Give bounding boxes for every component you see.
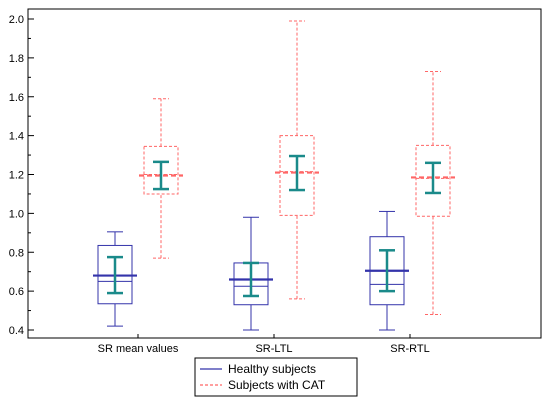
y-tick-label: 1.2 (9, 170, 24, 182)
y-tick-label: 0.4 (9, 325, 24, 337)
y-tick-label: 0.6 (9, 286, 24, 298)
x-category-label: SR-LTL (255, 343, 292, 355)
y-tick-label: 1.6 (9, 92, 24, 104)
legend-label-healthy: Healthy subjects (228, 362, 316, 376)
box-series (93, 20, 455, 331)
legend: Healthy subjects Subjects with CAT (194, 357, 358, 397)
plot-area-frame (27, 8, 542, 339)
y-axis: 0.4 0.6 0.8 1.0 1.2 1.4 1.6 1.8 2.0 (9, 14, 34, 337)
box-iqr (415, 144, 451, 217)
y-tick-label: 1.8 (9, 53, 24, 65)
y-tick-label: 1.4 (9, 131, 24, 143)
box-iqr (143, 145, 179, 195)
y-tick-label: 1.0 (9, 208, 24, 220)
box-iqr (279, 135, 315, 216)
x-category-label: SR-RTL (390, 343, 430, 355)
legend-frame (194, 357, 358, 397)
legend-label-cat: Subjects with CAT (228, 378, 326, 392)
y-tick-label: 2.0 (9, 14, 24, 26)
y-tick-label: 0.8 (9, 247, 24, 259)
x-axis: SR mean values SR-LTL SR-RTL (98, 334, 430, 355)
x-category-label: SR mean values (98, 343, 179, 355)
